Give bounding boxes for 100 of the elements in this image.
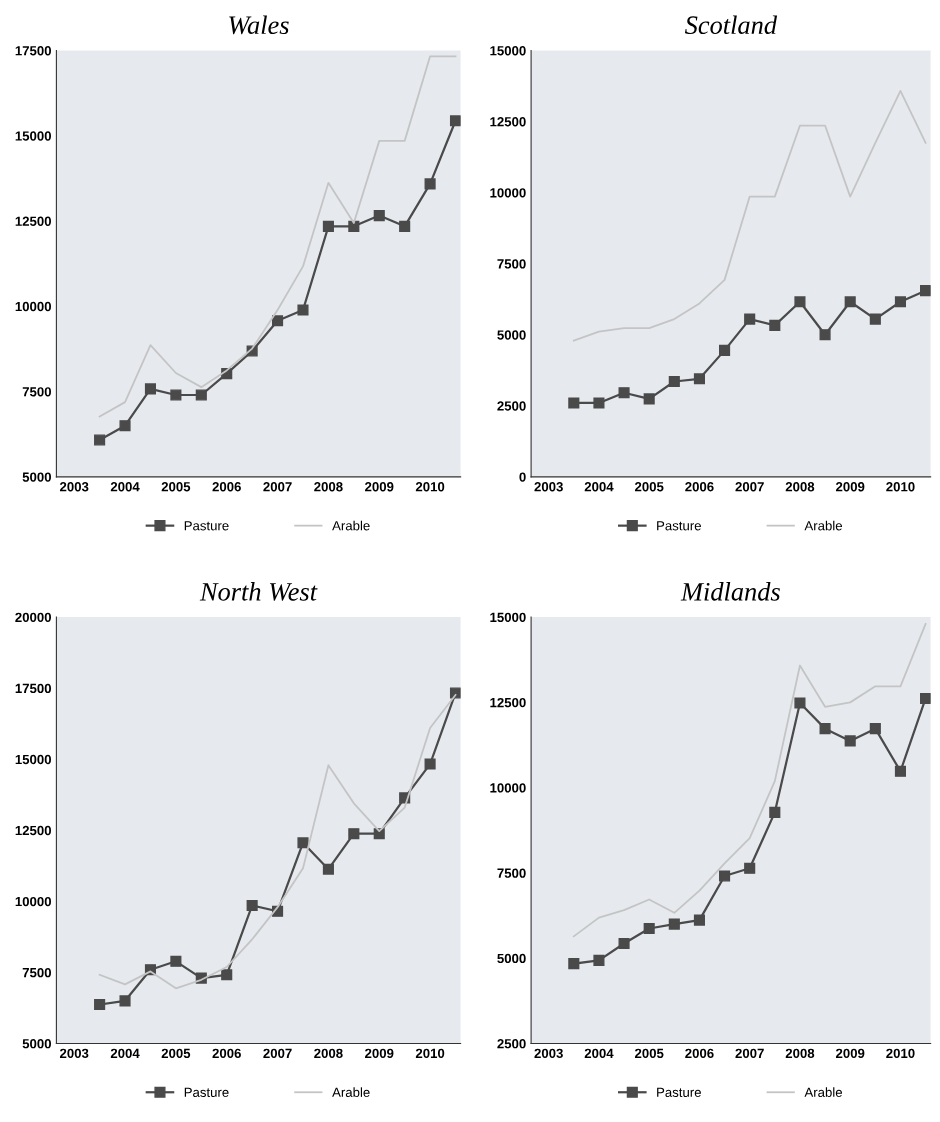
legend-label: Arable	[804, 1087, 842, 1097]
point	[844, 735, 856, 747]
x-tick-label: 2007	[263, 482, 292, 492]
y-tick-label: 15000	[490, 612, 526, 623]
y-tick-label: 10000	[15, 896, 51, 907]
x-tick-label: 2005	[161, 1048, 191, 1059]
x-tick-label: 2005	[161, 482, 191, 492]
y-tick-label: 10000	[490, 783, 526, 793]
point	[94, 998, 106, 1011]
y-tick-label: 5000	[497, 953, 526, 964]
line-series	[98, 55, 457, 418]
point	[449, 115, 461, 127]
x-tick-label: 2006	[212, 482, 241, 492]
chart-title: Scotland	[684, 15, 778, 35]
point	[221, 969, 233, 981]
x-tick-label: 2006	[685, 1048, 714, 1059]
point	[668, 918, 680, 930]
y-tick-label: 0	[519, 472, 526, 482]
point	[348, 828, 360, 840]
x-tick-label: 2007	[735, 1048, 764, 1059]
chart-title: Midlands	[680, 582, 780, 601]
y-tick-label: 12500	[15, 825, 51, 836]
x-tick-label: 2009	[835, 482, 865, 492]
point	[568, 397, 580, 409]
point	[119, 420, 131, 432]
point	[144, 383, 157, 395]
point	[297, 304, 309, 316]
y-tick-label: 7500	[22, 967, 51, 978]
x-tick-label: 2008	[785, 1048, 815, 1059]
x-tick-label: 2004	[110, 1048, 140, 1059]
x-tick-label: 2007	[263, 1048, 292, 1059]
y-tick-label: 5000	[497, 330, 526, 340]
legend-label: Pasture	[184, 1087, 229, 1097]
y-tick-label: 7500	[22, 387, 51, 397]
x-tick-label: 2005	[634, 482, 664, 492]
point	[894, 765, 907, 777]
point	[819, 723, 831, 735]
y-tick-label: 5000	[22, 1039, 51, 1049]
x-tick-label: 2007	[735, 482, 764, 492]
point	[399, 220, 411, 232]
chart-title: North West	[199, 582, 318, 601]
point	[719, 870, 731, 882]
y-tick-label: 7500	[497, 868, 526, 878]
x-tick-label: 2009	[365, 1048, 394, 1059]
x-tick-label: 2003	[534, 482, 563, 492]
y-tick-label: 5000	[22, 472, 51, 482]
point	[794, 296, 806, 308]
x-tick-label: 2010	[415, 482, 445, 492]
chart-title: Wales	[229, 15, 289, 35]
x-tick-label: 2003	[59, 482, 89, 492]
point	[246, 899, 258, 912]
x-tick-label: 2004	[110, 482, 140, 492]
legend-label: Arable	[332, 1087, 370, 1097]
point	[643, 922, 655, 935]
point	[643, 393, 655, 405]
x-tick-label: 2008	[785, 482, 815, 492]
point	[769, 806, 781, 818]
y-tick-label: 2500	[497, 401, 526, 411]
point	[593, 397, 605, 409]
point	[272, 315, 284, 327]
y-tick-label: 17500	[15, 683, 51, 694]
x-tick-label: 2010	[415, 1048, 445, 1059]
point	[819, 329, 831, 341]
point	[794, 697, 806, 709]
point	[920, 285, 931, 297]
y-tick-label: 12500	[15, 216, 51, 226]
y-tick-label: 2500	[497, 1039, 526, 1049]
point	[348, 220, 360, 232]
y-tick-label: 17500	[15, 46, 51, 56]
y-tick-label: 7500	[497, 259, 526, 269]
point	[618, 387, 630, 399]
point	[719, 344, 731, 356]
point	[869, 313, 881, 325]
y-tick-label: 10000	[15, 301, 51, 312]
point	[373, 210, 385, 222]
point	[170, 389, 182, 401]
legend-label: Arable	[804, 520, 842, 531]
x-tick-label: 2006	[685, 482, 714, 492]
y-tick-label: 15000	[15, 131, 51, 141]
point	[844, 296, 856, 308]
y-tick-label: 20000	[15, 612, 51, 623]
point	[94, 434, 106, 446]
point	[119, 995, 131, 1007]
x-tick-label: 2010	[886, 1048, 915, 1059]
point	[869, 723, 881, 735]
x-tick-label: 2003	[59, 1048, 89, 1059]
point	[322, 220, 334, 232]
x-tick-label: 2008	[314, 482, 343, 492]
point	[424, 178, 436, 190]
y-tick-label: 15000	[490, 46, 526, 56]
point	[920, 692, 931, 705]
y-tick-label: 12500	[490, 117, 526, 127]
line-series	[572, 623, 927, 938]
x-tick-label: 2009	[365, 482, 394, 492]
point	[744, 862, 756, 874]
point	[593, 954, 605, 966]
legend-label: Pasture	[657, 1087, 701, 1097]
line-series	[572, 89, 927, 342]
point	[693, 914, 705, 926]
point	[744, 313, 756, 325]
